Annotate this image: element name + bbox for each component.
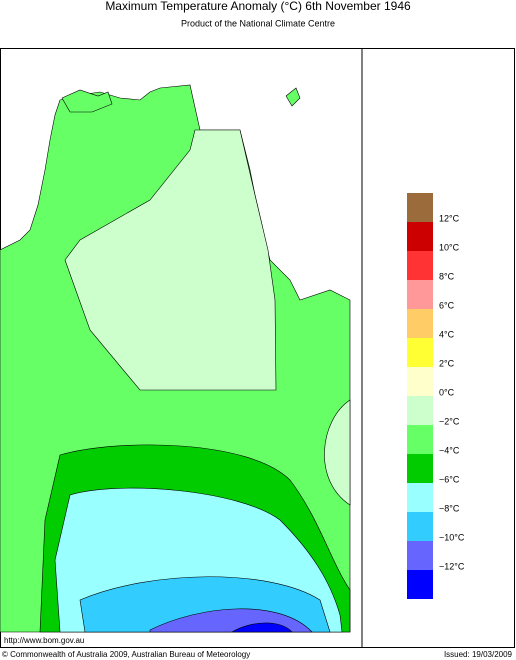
legend-label: −6°C (439, 474, 460, 484)
legend-swatch (407, 367, 433, 396)
legend-swatch (407, 280, 433, 309)
subtitle: Product of the National Climate Centre (181, 18, 335, 28)
copyright: © Commonwealth of Australia 2009, Austra… (2, 650, 250, 659)
region (230, 622, 293, 633)
legend: 12°C 10°C 8°C 6°C 4°C 2°C 0°C −2°C −4°C −6°C −8°C −… (407, 193, 465, 599)
map (0, 84, 351, 633)
island (285, 87, 301, 107)
legend-swatch (407, 570, 433, 599)
legend-swatch (407, 425, 433, 454)
legend-swatch (407, 309, 433, 338)
legend-swatch (407, 338, 433, 367)
legend-label: −2°C (439, 416, 460, 426)
legend-label: 10°C (439, 242, 460, 252)
legend-swatch (407, 222, 433, 251)
legend-swatch (407, 251, 433, 280)
legend-swatch (407, 396, 433, 425)
legend-swatch (407, 483, 433, 512)
legend-label: 2°C (439, 358, 455, 368)
legend-label: −10°C (439, 532, 465, 542)
legend-label: 8°C (439, 271, 455, 281)
legend-swatch (407, 454, 433, 483)
legend-label: 12°C (439, 213, 460, 223)
legend-label: 6°C (439, 300, 455, 310)
legend-label: 4°C (439, 329, 455, 339)
issued: Issued: 19/03/2009 (444, 650, 513, 659)
legend-label: −4°C (439, 445, 460, 455)
region (324, 399, 351, 506)
region (64, 129, 277, 391)
title: Maximum Temperature Anomaly (°C) 6th Nov… (105, 0, 411, 13)
legend-label: 0°C (439, 387, 455, 397)
url: http://www.bom.gov.au (4, 636, 84, 645)
legend-swatch (407, 512, 433, 541)
legend-swatch (407, 541, 433, 570)
legend-swatch (407, 193, 433, 222)
legend-label: −8°C (439, 503, 460, 513)
legend-label: −12°C (439, 561, 465, 571)
island (61, 89, 113, 113)
